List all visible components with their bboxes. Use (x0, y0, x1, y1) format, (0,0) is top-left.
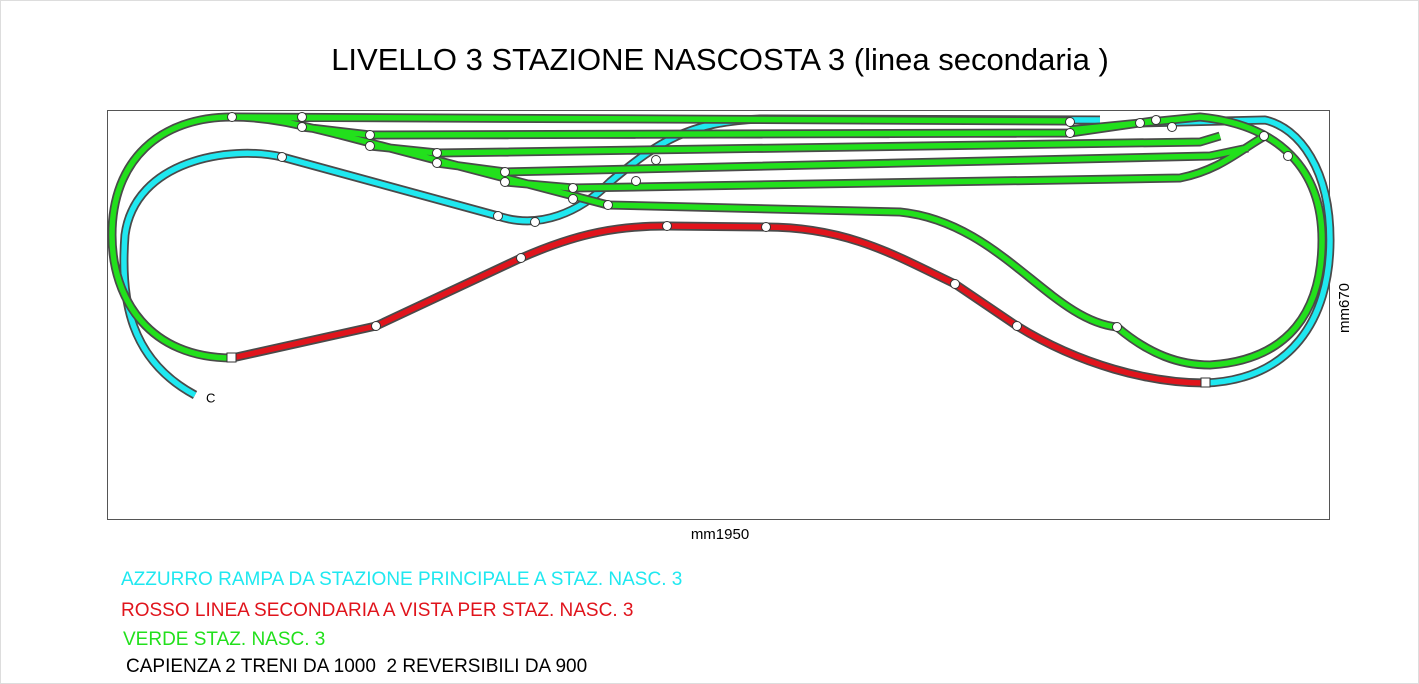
joint (1012, 321, 1022, 331)
joint (227, 112, 237, 122)
legend-green: VERDE STAZ. NASC. 3 (123, 629, 325, 650)
legend-cyan: AZZURRO RAMPA DA STAZIONE PRINCIPALE A S… (121, 569, 682, 590)
joint (500, 177, 510, 187)
joint (277, 152, 287, 162)
joint (365, 141, 375, 151)
joint (1259, 131, 1269, 141)
joint (950, 279, 960, 289)
joint (1135, 118, 1145, 128)
joint (568, 183, 578, 193)
joint (432, 148, 442, 158)
legend-red: ROSSO LINEA SECONDARIA A VISTA PER STAZ.… (121, 600, 633, 621)
track-end (1200, 377, 1211, 388)
capacity-note: CAPIENZA 2 TRENI DA 1000 2 REVERSIBILI D… (126, 656, 587, 677)
joints (226, 112, 1293, 388)
width-label: mm1950 (691, 526, 749, 543)
joint (761, 222, 771, 232)
joint (371, 321, 381, 331)
joint (1112, 322, 1122, 332)
joint (1065, 117, 1075, 127)
track-end (226, 352, 237, 363)
board-outline (107, 110, 1330, 520)
tracks (107, 112, 1335, 399)
joint (603, 200, 613, 210)
joint (432, 158, 442, 168)
joint (1167, 122, 1177, 132)
joint (297, 122, 307, 132)
height-label: mm670 (1336, 283, 1353, 333)
joint (1283, 151, 1293, 161)
red-track (231, 223, 1206, 386)
joint (500, 167, 510, 177)
joint (365, 130, 375, 140)
green-track (109, 114, 1325, 368)
joint (1151, 115, 1161, 125)
joint (516, 253, 526, 263)
joint (662, 221, 672, 231)
joint (1065, 128, 1075, 138)
joint (493, 211, 503, 221)
joint (297, 112, 307, 122)
joint (568, 194, 578, 204)
joint (651, 155, 661, 165)
title: LIVELLO 3 STAZIONE NASCOSTA 3 (linea sec… (331, 42, 1109, 77)
end-label: C (206, 390, 215, 405)
joint (631, 176, 641, 186)
joint (530, 217, 540, 227)
